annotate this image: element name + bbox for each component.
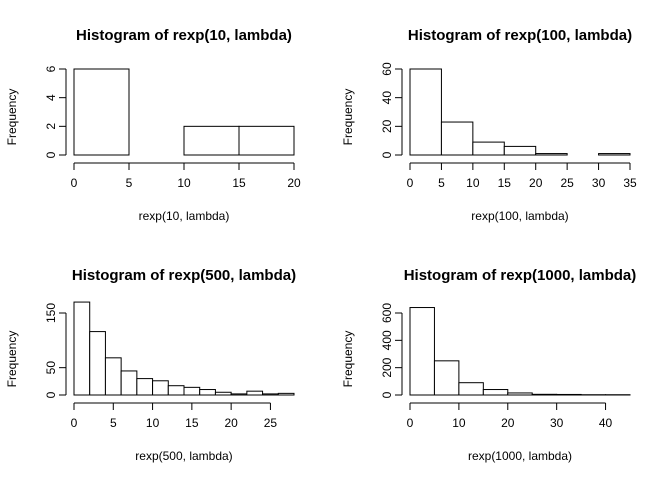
x-tick-label: 20 bbox=[287, 176, 301, 190]
histogram-panel-3: Histogram of rexp(500, lambda) 0 5 10 15 20 25… bbox=[5, 267, 296, 463]
y-axis-label: Frequency bbox=[5, 331, 19, 388]
y-tick-label: 400 bbox=[380, 330, 394, 350]
histogram-bar bbox=[277, 392, 295, 396]
histogram-bar bbox=[507, 392, 533, 396]
y-tick-label: 60 bbox=[380, 62, 394, 76]
y-tick-label: 6 bbox=[44, 65, 58, 72]
x-axis-label: rexp(1000, lambda) bbox=[468, 449, 572, 463]
histogram-bar bbox=[458, 382, 484, 396]
x-tick-label: 10 bbox=[452, 416, 466, 430]
y-tick-label: 0 bbox=[44, 151, 58, 158]
y-axis-label: Frequency bbox=[341, 89, 355, 146]
y-tick-label: 20 bbox=[380, 119, 394, 133]
y-tick-label: 150 bbox=[44, 303, 58, 323]
histogram-bar bbox=[152, 380, 169, 396]
histogram-bar bbox=[531, 393, 558, 396]
histogram-bar bbox=[214, 391, 232, 396]
y-tick-label: 0 bbox=[380, 391, 394, 398]
histogram-bar bbox=[472, 141, 505, 156]
x-tick-label: 15 bbox=[498, 176, 512, 190]
histogram-panel-2: Histogram of rexp(100, lambda) 0 5 10 15 20 25… bbox=[341, 27, 637, 223]
x-tick-label: 5 bbox=[438, 176, 445, 190]
y-tick-label: 600 bbox=[380, 303, 394, 323]
x-tick-label: 5 bbox=[126, 176, 133, 190]
x-tick-label: 0 bbox=[407, 176, 414, 190]
chart-title: Histogram of rexp(1000, lambda) bbox=[404, 267, 637, 284]
histogram-bar bbox=[73, 301, 91, 396]
chart-title: Histogram of rexp(10, lambda) bbox=[76, 27, 292, 44]
histogram-bar bbox=[167, 385, 185, 396]
x-axis-label: rexp(10, lambda) bbox=[139, 209, 230, 223]
histogram-bar bbox=[246, 390, 264, 396]
x-tick-label: 35 bbox=[623, 176, 637, 190]
x-tick-label: 30 bbox=[550, 416, 564, 430]
histogram-bar bbox=[183, 386, 201, 396]
histogram-bar bbox=[409, 307, 435, 396]
x-tick-label: 15 bbox=[185, 416, 199, 430]
histogram-bar bbox=[482, 389, 509, 396]
histogram-bar bbox=[238, 125, 295, 156]
x-tick-label: 20 bbox=[529, 176, 543, 190]
y-tick-label: 200 bbox=[380, 357, 394, 377]
x-tick-label: 10 bbox=[466, 176, 480, 190]
histogram-bar bbox=[183, 125, 240, 156]
histogram-bar bbox=[230, 393, 248, 396]
x-tick-label: 5 bbox=[110, 416, 117, 430]
y-axis-label: Frequency bbox=[341, 331, 355, 388]
histogram-bar bbox=[556, 393, 582, 396]
y-tick-label: 4 bbox=[44, 94, 58, 101]
histogram-bar bbox=[598, 153, 631, 156]
x-tick-label: 30 bbox=[592, 176, 606, 190]
histogram-bar bbox=[73, 68, 130, 156]
chart-title: Histogram of rexp(500, lambda) bbox=[72, 267, 296, 284]
y-tick-label: 0 bbox=[380, 151, 394, 158]
x-tick-label: 40 bbox=[599, 416, 613, 430]
histogram-panel-4: Histogram of rexp(1000, lambda) 0 10 20 30 40… bbox=[341, 267, 636, 463]
histogram-bar bbox=[409, 68, 442, 156]
x-tick-label: 25 bbox=[560, 176, 574, 190]
histogram-bar bbox=[535, 153, 568, 156]
x-axis-label: rexp(100, lambda) bbox=[471, 209, 568, 223]
x-tick-label: 20 bbox=[224, 416, 238, 430]
histogram-bar bbox=[440, 121, 474, 156]
y-tick-label: 2 bbox=[44, 123, 58, 130]
x-tick-label: 10 bbox=[177, 176, 191, 190]
histogram-bar bbox=[503, 145, 537, 156]
x-tick-label: 0 bbox=[71, 176, 78, 190]
histogram-bar bbox=[104, 357, 122, 396]
x-axis-label: rexp(500, lambda) bbox=[135, 449, 232, 463]
y-tick-label: 0 bbox=[44, 391, 58, 398]
y-tick-label: 40 bbox=[380, 91, 394, 105]
x-tick-label: 15 bbox=[232, 176, 246, 190]
histogram-bar bbox=[262, 393, 279, 396]
histogram-bar bbox=[89, 331, 106, 396]
x-tick-label: 0 bbox=[71, 416, 78, 430]
y-axis-label: Frequency bbox=[5, 89, 19, 146]
x-tick-label: 10 bbox=[146, 416, 160, 430]
x-tick-label: 0 bbox=[407, 416, 414, 430]
y-tick-label: 50 bbox=[44, 361, 58, 375]
histogram-bar bbox=[136, 378, 154, 396]
histogram-bar bbox=[433, 360, 460, 396]
x-tick-label: 25 bbox=[264, 416, 278, 430]
histogram-bar bbox=[199, 389, 216, 396]
histogram-bar bbox=[120, 370, 138, 396]
histogram-panel-1: Histogram of rexp(10, lambda) 0 5 10 15 20 0 2 4… bbox=[5, 27, 301, 223]
x-tick-label: 20 bbox=[501, 416, 515, 430]
chart-title: Histogram of rexp(100, lambda) bbox=[408, 27, 632, 44]
